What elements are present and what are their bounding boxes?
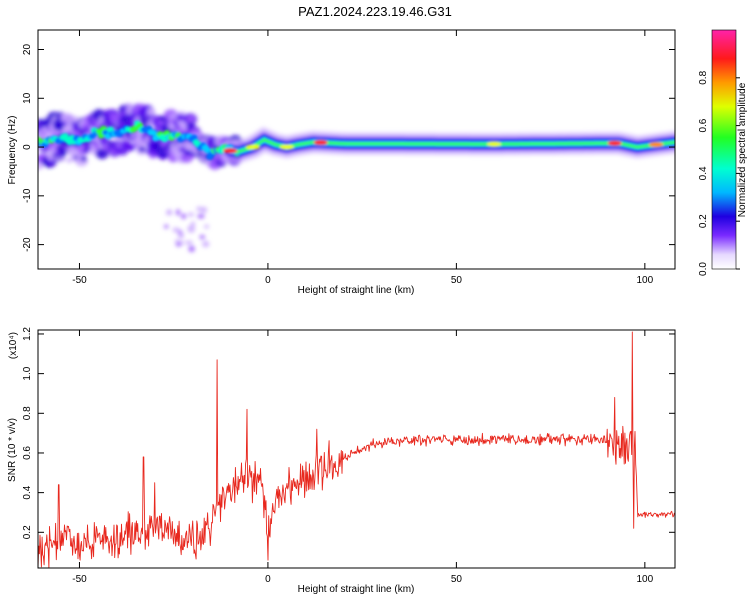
spectral-blob: [178, 232, 185, 239]
spectral-blob: [149, 129, 157, 136]
colorbar: [711, 29, 737, 270]
spectral-blob: [66, 157, 73, 163]
colorbar-label: Normalized spectral amplitude: [737, 82, 748, 217]
colorbar-tick-label: 0.4: [698, 166, 709, 180]
snr-y-axis-label: SNR (10 * v/v): [7, 418, 18, 482]
chart-title: PAZ1.2024.223.19.46.G31: [298, 4, 452, 19]
spectral-blob: [188, 245, 195, 253]
spectral-blob: [200, 206, 208, 214]
spectral-blob: [202, 240, 210, 248]
snr-x-axis-label: Height of straight line (km): [298, 584, 415, 595]
y-tick-label: -10: [22, 188, 33, 203]
spectral-blob: [174, 239, 180, 244]
spectral-blob: [187, 212, 195, 217]
colorbar-tick-label: 0.0: [698, 262, 709, 276]
spectral-blob: [175, 209, 181, 216]
x-tick-label: 0: [265, 275, 271, 286]
spectral-blob: [56, 154, 61, 159]
spectral-blob: [190, 221, 196, 227]
spectral-blob: [172, 227, 180, 233]
y-tick-label: 1.2: [22, 327, 33, 341]
spectral-peak: [607, 140, 622, 146]
spectrogram-core: [38, 120, 675, 160]
x-tick-label: -50: [72, 574, 87, 585]
spectrogram-image: [38, 103, 675, 253]
spectral-blob: [88, 148, 96, 155]
spectral-blob: [187, 115, 196, 122]
spectral-blob: [185, 240, 193, 245]
spectral-blob: [181, 213, 187, 220]
spectral-blob: [126, 143, 136, 152]
y-tick-label: 1.0: [22, 366, 33, 380]
x-tick-label: -50: [72, 275, 87, 286]
spectral-blob: [204, 224, 209, 229]
y-tick-label: 0.2: [22, 525, 33, 539]
spectral-peak: [223, 148, 238, 154]
spectral-blob: [138, 146, 146, 153]
spectral-peak: [313, 140, 328, 146]
colorbar-tick-label: 0.2: [698, 214, 709, 228]
spectral-blob: [196, 206, 202, 212]
snr-frame: [37, 329, 676, 569]
x-tick-label: 100: [637, 275, 654, 286]
spectrogram-y-axis-label: Frequency (Hz): [7, 116, 18, 185]
y-tick-label: 0.8: [22, 406, 33, 420]
x-tick-label: 0: [265, 574, 271, 585]
colorbar-tick-label: 0.6: [698, 118, 709, 132]
colorbar-ticks: 0.0 0.2 0.4 0.6 0.8: [698, 70, 740, 276]
spectral-peak: [487, 141, 502, 147]
spectral-blob: [175, 113, 185, 122]
y-tick-label: 0.6: [22, 446, 33, 460]
x-tick-label: 50: [451, 574, 463, 585]
spectral-blob: [146, 108, 156, 116]
snr-series-line: [38, 331, 675, 568]
y-tick-label: -20: [22, 237, 33, 252]
spectral-blob: [199, 234, 206, 240]
spectral-blob: [80, 156, 87, 162]
y-tick-label: 0.4: [22, 485, 33, 499]
spectral-blob: [190, 134, 198, 141]
spectral-blob: [166, 209, 172, 214]
snr-axes: -50 0 50 100 0.2 0.4 0.6 0.8 1.0 1.2: [22, 327, 675, 585]
spectral-peak: [279, 144, 294, 150]
spectral-blob: [88, 133, 96, 140]
spectrogram-frame: [37, 29, 676, 270]
y-tick-label: 20: [22, 44, 33, 56]
spectrogram-axes: -50 0 50 100 -20 -10 0 10 20: [22, 30, 675, 286]
spectral-blob: [72, 116, 80, 123]
spectral-band-core: [228, 137, 675, 154]
spectral-blob: [197, 213, 205, 219]
x-tick-label: 100: [637, 574, 654, 585]
y-tick-label: 0: [22, 144, 33, 150]
spectral-blob: [95, 148, 109, 160]
spectral-blob: [83, 148, 89, 153]
spectral-peak: [649, 142, 664, 148]
x-tick-label: 50: [451, 275, 463, 286]
spectrogram-x-axis-label: Height of straight line (km): [298, 285, 415, 296]
snr-scale-label: (x10⁴): [8, 332, 19, 359]
spectral-blob: [60, 157, 66, 162]
spectral-blob: [163, 224, 169, 229]
colorbar-tick-label: 0.8: [698, 70, 709, 84]
spectral-blob: [187, 224, 196, 233]
spectral-peak: [245, 144, 260, 150]
y-tick-label: 10: [22, 92, 33, 104]
